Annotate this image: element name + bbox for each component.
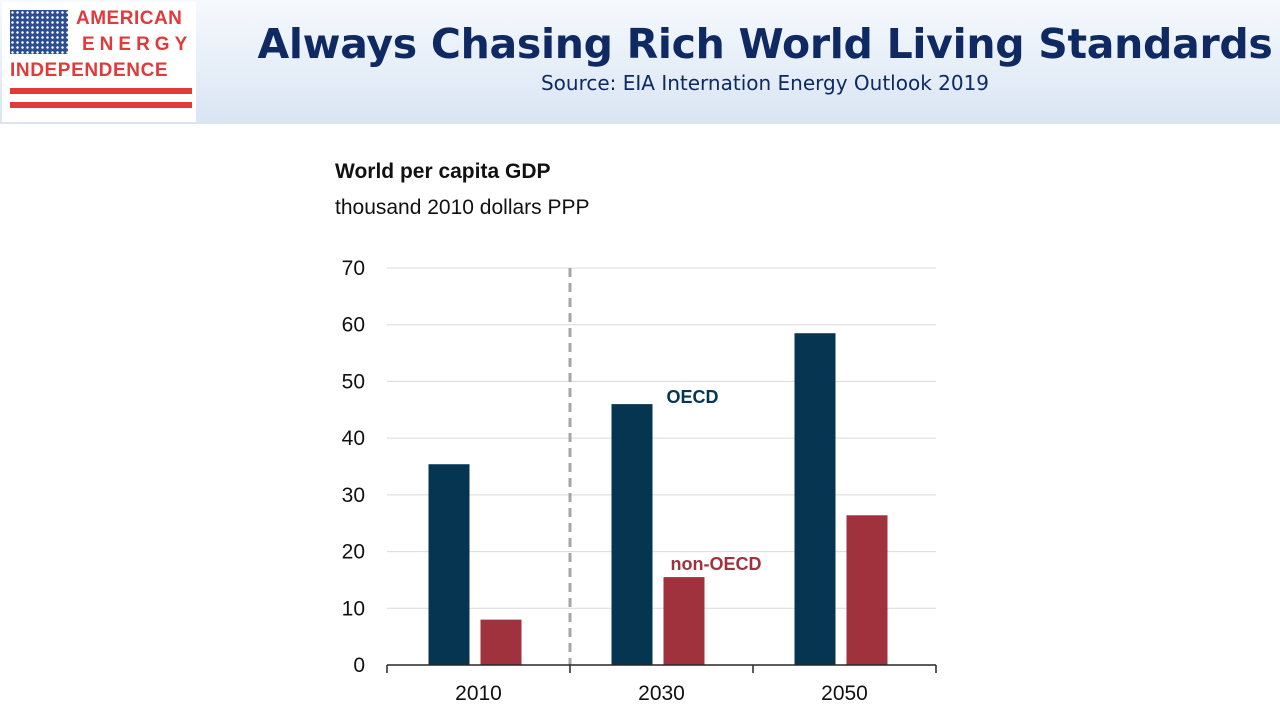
oecd-bar [428, 464, 470, 665]
series-label-non-oecd: non-OECD [671, 554, 762, 574]
page-subtitle: Source: EIA Internation Energy Outlook 2… [540, 71, 990, 95]
y-tick-label: 10 [342, 597, 365, 620]
logo: AMERICAN ENERGY INDEPENDENCE [2, 2, 196, 122]
page-title: Always Chasing Rich World Living Standar… [257, 20, 1273, 68]
logo-text-line3: INDEPENDENCE [10, 60, 169, 81]
chart-title: World per capita GDP [335, 160, 551, 183]
y-tick-label: 0 [353, 654, 365, 677]
non-oecd-bar [480, 619, 522, 665]
y-tick-label: 60 [342, 314, 365, 337]
chart-unit-label: thousand 2010 dollars PPP [335, 196, 590, 219]
oecd-bar [794, 333, 836, 665]
non-oecd-bar [663, 577, 705, 665]
header-banner: AMERICAN ENERGY INDEPENDENCE Always Chas… [0, 0, 1280, 124]
logo-text-line2: ENERGY [82, 34, 193, 55]
y-tick-label: 40 [342, 427, 365, 450]
logo-stripe [10, 88, 192, 94]
oecd-bar [611, 404, 653, 665]
logo-stripe [10, 102, 192, 108]
series-label-oecd: OECD [667, 387, 719, 407]
us-flag-icon [10, 10, 68, 54]
non-oecd-bar [846, 515, 888, 665]
x-tick-label: 2050 [821, 682, 868, 705]
x-tick-label: 2010 [455, 682, 502, 705]
y-tick-label: 50 [342, 370, 365, 393]
x-tick-label: 2030 [638, 682, 685, 705]
y-tick-label: 20 [342, 541, 365, 564]
y-tick-label: 70 [342, 257, 365, 280]
y-tick-label: 30 [342, 484, 365, 507]
logo-text-line1: AMERICAN [76, 8, 183, 29]
